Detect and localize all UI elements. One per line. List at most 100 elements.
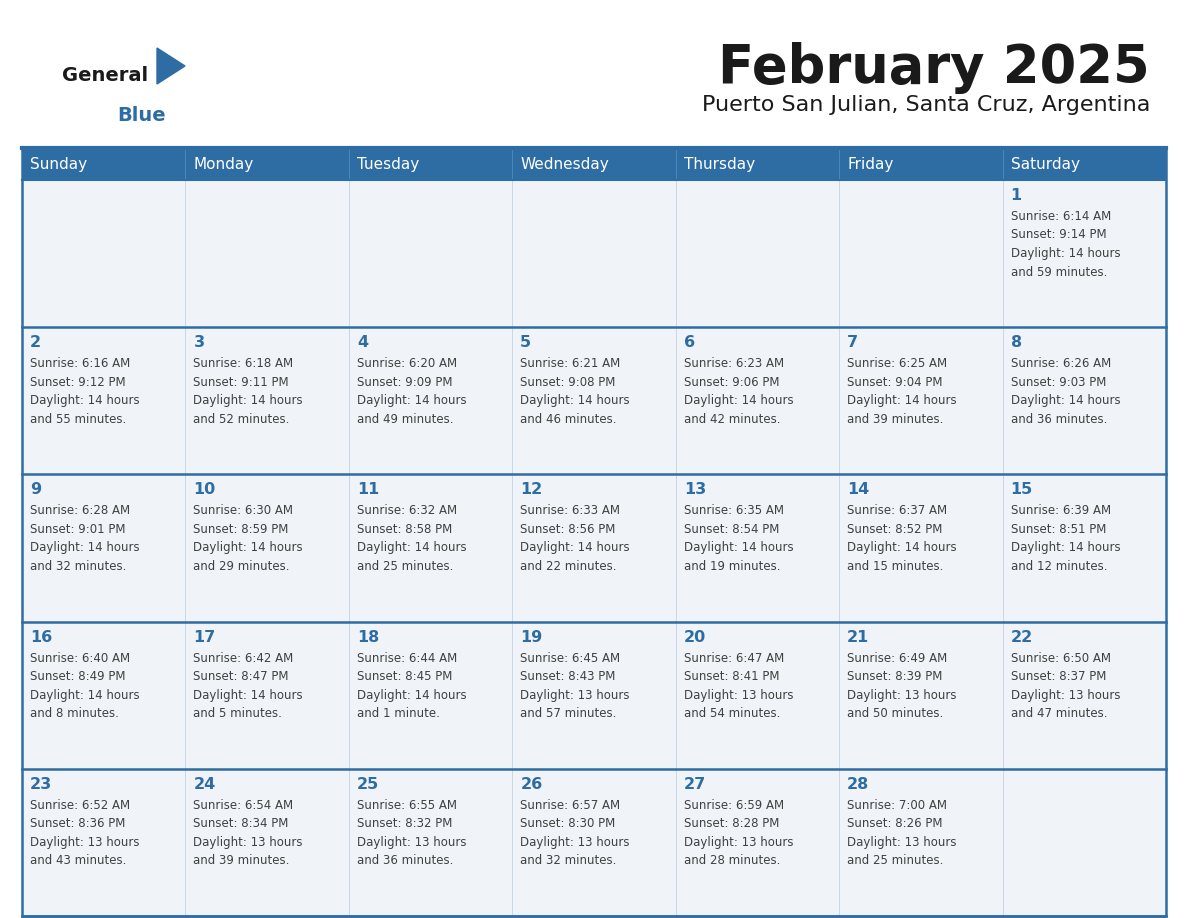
Bar xyxy=(1003,475,1165,621)
Text: Sunrise: 6:54 AM
Sunset: 8:34 PM
Daylight: 13 hours
and 39 minutes.: Sunrise: 6:54 AM Sunset: 8:34 PM Dayligh… xyxy=(194,799,303,868)
Bar xyxy=(349,475,512,621)
Bar xyxy=(676,768,839,916)
Bar xyxy=(512,180,676,327)
Text: Sunrise: 6:42 AM
Sunset: 8:47 PM
Daylight: 14 hours
and 5 minutes.: Sunrise: 6:42 AM Sunset: 8:47 PM Dayligh… xyxy=(194,652,303,720)
Bar xyxy=(23,475,185,621)
Bar xyxy=(185,180,349,327)
Text: 26: 26 xyxy=(520,777,543,792)
Text: Sunrise: 6:28 AM
Sunset: 9:01 PM
Daylight: 14 hours
and 32 minutes.: Sunrise: 6:28 AM Sunset: 9:01 PM Dayligh… xyxy=(30,504,140,573)
Text: Sunrise: 6:49 AM
Sunset: 8:39 PM
Daylight: 13 hours
and 50 minutes.: Sunrise: 6:49 AM Sunset: 8:39 PM Dayligh… xyxy=(847,652,956,720)
Text: Sunrise: 6:35 AM
Sunset: 8:54 PM
Daylight: 14 hours
and 19 minutes.: Sunrise: 6:35 AM Sunset: 8:54 PM Dayligh… xyxy=(684,504,794,573)
Bar xyxy=(512,327,676,475)
Text: 15: 15 xyxy=(1011,482,1032,498)
Bar xyxy=(349,180,512,327)
Bar xyxy=(676,621,839,768)
Bar xyxy=(185,327,349,475)
Text: Monday: Monday xyxy=(194,156,254,172)
Text: Sunrise: 6:45 AM
Sunset: 8:43 PM
Daylight: 13 hours
and 57 minutes.: Sunrise: 6:45 AM Sunset: 8:43 PM Dayligh… xyxy=(520,652,630,720)
Bar xyxy=(185,475,349,621)
Bar xyxy=(23,768,185,916)
Text: 18: 18 xyxy=(356,630,379,644)
Text: Sunrise: 7:00 AM
Sunset: 8:26 PM
Daylight: 13 hours
and 25 minutes.: Sunrise: 7:00 AM Sunset: 8:26 PM Dayligh… xyxy=(847,799,956,868)
Text: Sunrise: 6:14 AM
Sunset: 9:14 PM
Daylight: 14 hours
and 59 minutes.: Sunrise: 6:14 AM Sunset: 9:14 PM Dayligh… xyxy=(1011,210,1120,278)
Text: 20: 20 xyxy=(684,630,706,644)
Bar xyxy=(23,180,185,327)
Text: Sunrise: 6:30 AM
Sunset: 8:59 PM
Daylight: 14 hours
and 29 minutes.: Sunrise: 6:30 AM Sunset: 8:59 PM Dayligh… xyxy=(194,504,303,573)
Bar xyxy=(185,621,349,768)
Text: February 2025: February 2025 xyxy=(719,42,1150,94)
Bar xyxy=(349,621,512,768)
Text: 27: 27 xyxy=(684,777,706,792)
Text: Sunrise: 6:33 AM
Sunset: 8:56 PM
Daylight: 14 hours
and 22 minutes.: Sunrise: 6:33 AM Sunset: 8:56 PM Dayligh… xyxy=(520,504,630,573)
Text: 8: 8 xyxy=(1011,335,1022,350)
Text: 7: 7 xyxy=(847,335,858,350)
Bar xyxy=(512,475,676,621)
Bar xyxy=(23,148,1165,916)
Text: Sunrise: 6:32 AM
Sunset: 8:58 PM
Daylight: 14 hours
and 25 minutes.: Sunrise: 6:32 AM Sunset: 8:58 PM Dayligh… xyxy=(356,504,467,573)
Bar xyxy=(512,768,676,916)
Text: 1: 1 xyxy=(1011,188,1022,203)
Bar xyxy=(1003,327,1165,475)
Bar xyxy=(23,621,185,768)
Text: Sunrise: 6:23 AM
Sunset: 9:06 PM
Daylight: 14 hours
and 42 minutes.: Sunrise: 6:23 AM Sunset: 9:06 PM Dayligh… xyxy=(684,357,794,426)
Text: Sunrise: 6:55 AM
Sunset: 8:32 PM
Daylight: 13 hours
and 36 minutes.: Sunrise: 6:55 AM Sunset: 8:32 PM Dayligh… xyxy=(356,799,467,868)
Text: Sunrise: 6:52 AM
Sunset: 8:36 PM
Daylight: 13 hours
and 43 minutes.: Sunrise: 6:52 AM Sunset: 8:36 PM Dayligh… xyxy=(30,799,139,868)
Text: Blue: Blue xyxy=(116,106,165,125)
Text: 23: 23 xyxy=(30,777,52,792)
Text: Sunday: Sunday xyxy=(30,156,87,172)
Text: 19: 19 xyxy=(520,630,543,644)
Text: Sunrise: 6:59 AM
Sunset: 8:28 PM
Daylight: 13 hours
and 28 minutes.: Sunrise: 6:59 AM Sunset: 8:28 PM Dayligh… xyxy=(684,799,794,868)
Text: 6: 6 xyxy=(684,335,695,350)
Text: Tuesday: Tuesday xyxy=(356,156,419,172)
Text: 3: 3 xyxy=(194,335,204,350)
Text: 14: 14 xyxy=(847,482,870,498)
Text: 21: 21 xyxy=(847,630,870,644)
Text: Sunrise: 6:20 AM
Sunset: 9:09 PM
Daylight: 14 hours
and 49 minutes.: Sunrise: 6:20 AM Sunset: 9:09 PM Dayligh… xyxy=(356,357,467,426)
Text: Sunrise: 6:25 AM
Sunset: 9:04 PM
Daylight: 14 hours
and 39 minutes.: Sunrise: 6:25 AM Sunset: 9:04 PM Dayligh… xyxy=(847,357,956,426)
Bar xyxy=(512,621,676,768)
Text: Wednesday: Wednesday xyxy=(520,156,609,172)
Text: 12: 12 xyxy=(520,482,543,498)
Text: Sunrise: 6:40 AM
Sunset: 8:49 PM
Daylight: 14 hours
and 8 minutes.: Sunrise: 6:40 AM Sunset: 8:49 PM Dayligh… xyxy=(30,652,140,720)
Text: Sunrise: 6:26 AM
Sunset: 9:03 PM
Daylight: 14 hours
and 36 minutes.: Sunrise: 6:26 AM Sunset: 9:03 PM Dayligh… xyxy=(1011,357,1120,426)
Text: 11: 11 xyxy=(356,482,379,498)
Text: Saturday: Saturday xyxy=(1011,156,1080,172)
Bar xyxy=(676,327,839,475)
Text: 2: 2 xyxy=(30,335,42,350)
Text: 25: 25 xyxy=(356,777,379,792)
Text: Thursday: Thursday xyxy=(684,156,754,172)
Bar xyxy=(23,148,1165,180)
Bar xyxy=(676,180,839,327)
Text: Puerto San Julian, Santa Cruz, Argentina: Puerto San Julian, Santa Cruz, Argentina xyxy=(702,95,1150,115)
Bar xyxy=(839,621,1003,768)
Text: Sunrise: 6:18 AM
Sunset: 9:11 PM
Daylight: 14 hours
and 52 minutes.: Sunrise: 6:18 AM Sunset: 9:11 PM Dayligh… xyxy=(194,357,303,426)
Text: Sunrise: 6:47 AM
Sunset: 8:41 PM
Daylight: 13 hours
and 54 minutes.: Sunrise: 6:47 AM Sunset: 8:41 PM Dayligh… xyxy=(684,652,794,720)
Text: 17: 17 xyxy=(194,630,216,644)
Bar xyxy=(349,768,512,916)
Text: Sunrise: 6:44 AM
Sunset: 8:45 PM
Daylight: 14 hours
and 1 minute.: Sunrise: 6:44 AM Sunset: 8:45 PM Dayligh… xyxy=(356,652,467,720)
Text: 24: 24 xyxy=(194,777,216,792)
Text: 16: 16 xyxy=(30,630,52,644)
Bar xyxy=(185,768,349,916)
Bar xyxy=(839,768,1003,916)
Text: Sunrise: 6:37 AM
Sunset: 8:52 PM
Daylight: 14 hours
and 15 minutes.: Sunrise: 6:37 AM Sunset: 8:52 PM Dayligh… xyxy=(847,504,956,573)
Text: 9: 9 xyxy=(30,482,42,498)
Bar xyxy=(1003,768,1165,916)
Text: Friday: Friday xyxy=(847,156,893,172)
Bar xyxy=(676,475,839,621)
Polygon shape xyxy=(157,48,185,84)
Text: 5: 5 xyxy=(520,335,531,350)
Text: Sunrise: 6:16 AM
Sunset: 9:12 PM
Daylight: 14 hours
and 55 minutes.: Sunrise: 6:16 AM Sunset: 9:12 PM Dayligh… xyxy=(30,357,140,426)
Bar xyxy=(1003,621,1165,768)
Bar xyxy=(839,180,1003,327)
Text: 4: 4 xyxy=(356,335,368,350)
Text: 28: 28 xyxy=(847,777,870,792)
Bar xyxy=(23,327,185,475)
Text: General: General xyxy=(62,66,148,85)
Text: Sunrise: 6:50 AM
Sunset: 8:37 PM
Daylight: 13 hours
and 47 minutes.: Sunrise: 6:50 AM Sunset: 8:37 PM Dayligh… xyxy=(1011,652,1120,720)
Text: Sunrise: 6:21 AM
Sunset: 9:08 PM
Daylight: 14 hours
and 46 minutes.: Sunrise: 6:21 AM Sunset: 9:08 PM Dayligh… xyxy=(520,357,630,426)
Text: 22: 22 xyxy=(1011,630,1032,644)
Bar xyxy=(839,475,1003,621)
Bar xyxy=(349,327,512,475)
Text: 13: 13 xyxy=(684,482,706,498)
